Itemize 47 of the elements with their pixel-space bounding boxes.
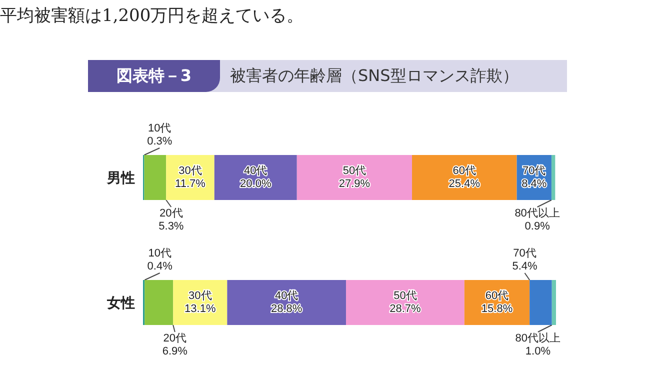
text: 30代 <box>188 290 212 302</box>
bar <box>552 280 556 325</box>
text: 60代 <box>485 290 509 302</box>
bar <box>530 280 552 325</box>
data-label: 28.7% <box>390 303 422 315</box>
series-label: 80代以上 <box>515 332 561 344</box>
text: 40代 <box>274 290 298 302</box>
text: 70代 <box>513 248 536 260</box>
text: 20代 <box>163 332 187 344</box>
bar <box>551 155 556 200</box>
text: 80代以上 <box>514 208 560 220</box>
text: 図表特－3 <box>88 60 220 92</box>
series-label: 10代 <box>148 248 172 260</box>
bar <box>144 155 166 200</box>
data-label: 13.1% <box>184 303 216 315</box>
bar <box>227 280 346 325</box>
bar <box>144 280 174 325</box>
data-label: 5.4% <box>512 260 538 272</box>
series-label: 50代 <box>342 165 366 177</box>
text: 平均被害額は1,200万円を超えている。 <box>0 5 304 27</box>
data-label: 0.3% <box>147 136 172 148</box>
series-label: 70代 <box>522 165 546 177</box>
data-label: 6.9% <box>162 346 188 358</box>
data-label: 27.9% <box>338 178 370 190</box>
data-label: 0.9% <box>524 220 550 232</box>
series-label: 40代 <box>244 165 268 177</box>
data-label: 8.4% <box>522 178 547 190</box>
y-tick-label: 男性 <box>106 170 135 186</box>
series-label: 60代 <box>452 165 476 177</box>
bar <box>346 280 464 325</box>
series-label: 20代 <box>160 208 183 220</box>
data-label: 25.4% <box>448 178 480 190</box>
data-label: 11.7% <box>175 178 206 190</box>
series-label: 30代 <box>178 165 202 177</box>
bar <box>296 155 412 200</box>
bar <box>214 155 297 200</box>
text: 10代 <box>148 122 172 134</box>
y-tick-label: 女性 <box>106 294 135 310</box>
data-label: 15.8% <box>481 303 513 315</box>
bar <box>412 155 517 200</box>
data-label: 28.8% <box>270 303 302 315</box>
data-label: 5.3% <box>158 220 184 232</box>
data-label: 0.4% <box>147 260 173 272</box>
chart-title: 被害者の年齢層（SNS型ロマンス詐欺） <box>230 65 518 87</box>
data-label: 1.0% <box>525 346 551 358</box>
text: 50代 <box>394 290 417 302</box>
data-label: 20.0% <box>240 178 272 190</box>
